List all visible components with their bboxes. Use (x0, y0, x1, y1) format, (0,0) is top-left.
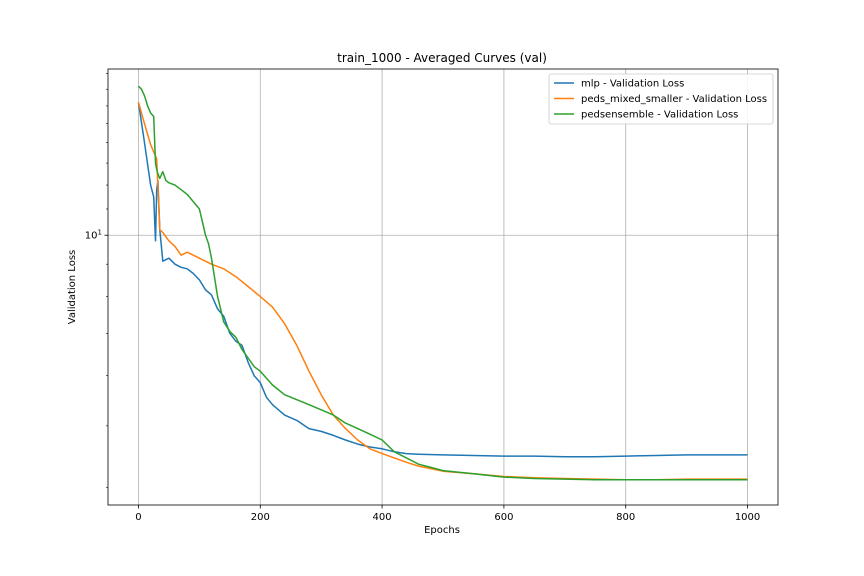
x-tick-label: 400 (373, 512, 392, 523)
legend-label-1: peds_mixed_smaller - Validation Loss (581, 94, 767, 105)
x-tick-label: 800 (616, 512, 635, 523)
grid (108, 69, 778, 505)
x-tick-label: 1000 (735, 512, 760, 523)
y-axis-label: Validation Loss (67, 250, 78, 325)
chart-title: train_1000 - Averaged Curves (val) (337, 51, 547, 65)
plot-frame (107, 68, 779, 506)
series-group (137, 85, 748, 481)
series-line-2 (137, 85, 748, 481)
legend: mlp - Validation Loss peds_mixed_smaller … (548, 73, 774, 125)
legend-label-0: mlp - Validation Loss (581, 79, 684, 90)
x-tick-label: 200 (251, 512, 270, 523)
x-tick-label: 0 (135, 512, 141, 523)
legend-box (548, 73, 774, 125)
x-axis-label: Epochs (424, 525, 460, 536)
legend-label-2: pedsensemble - Validation Loss (581, 110, 738, 121)
series-line-0 (137, 102, 748, 458)
x-tick-label: 600 (494, 512, 513, 523)
